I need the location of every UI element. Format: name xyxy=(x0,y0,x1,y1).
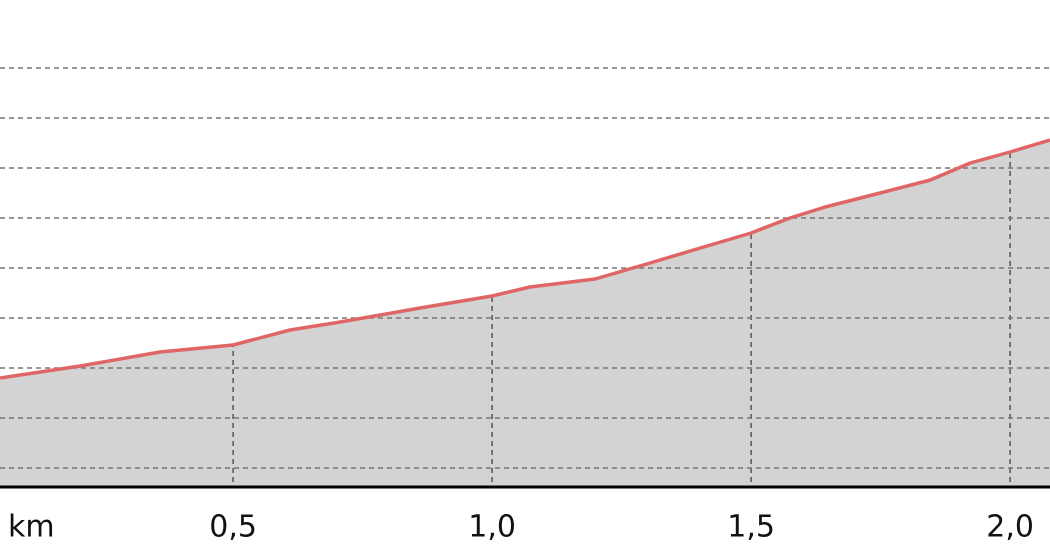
x-tick-label: 2,0 xyxy=(986,510,1034,545)
x-tick-label: 0,5 xyxy=(209,510,257,545)
x-tick-label: 1,0 xyxy=(468,510,516,545)
x-axis-label: km xyxy=(8,510,55,545)
elevation-line xyxy=(0,138,1050,380)
x-tick-label: 1,5 xyxy=(727,510,775,545)
area-fill xyxy=(0,140,1050,487)
